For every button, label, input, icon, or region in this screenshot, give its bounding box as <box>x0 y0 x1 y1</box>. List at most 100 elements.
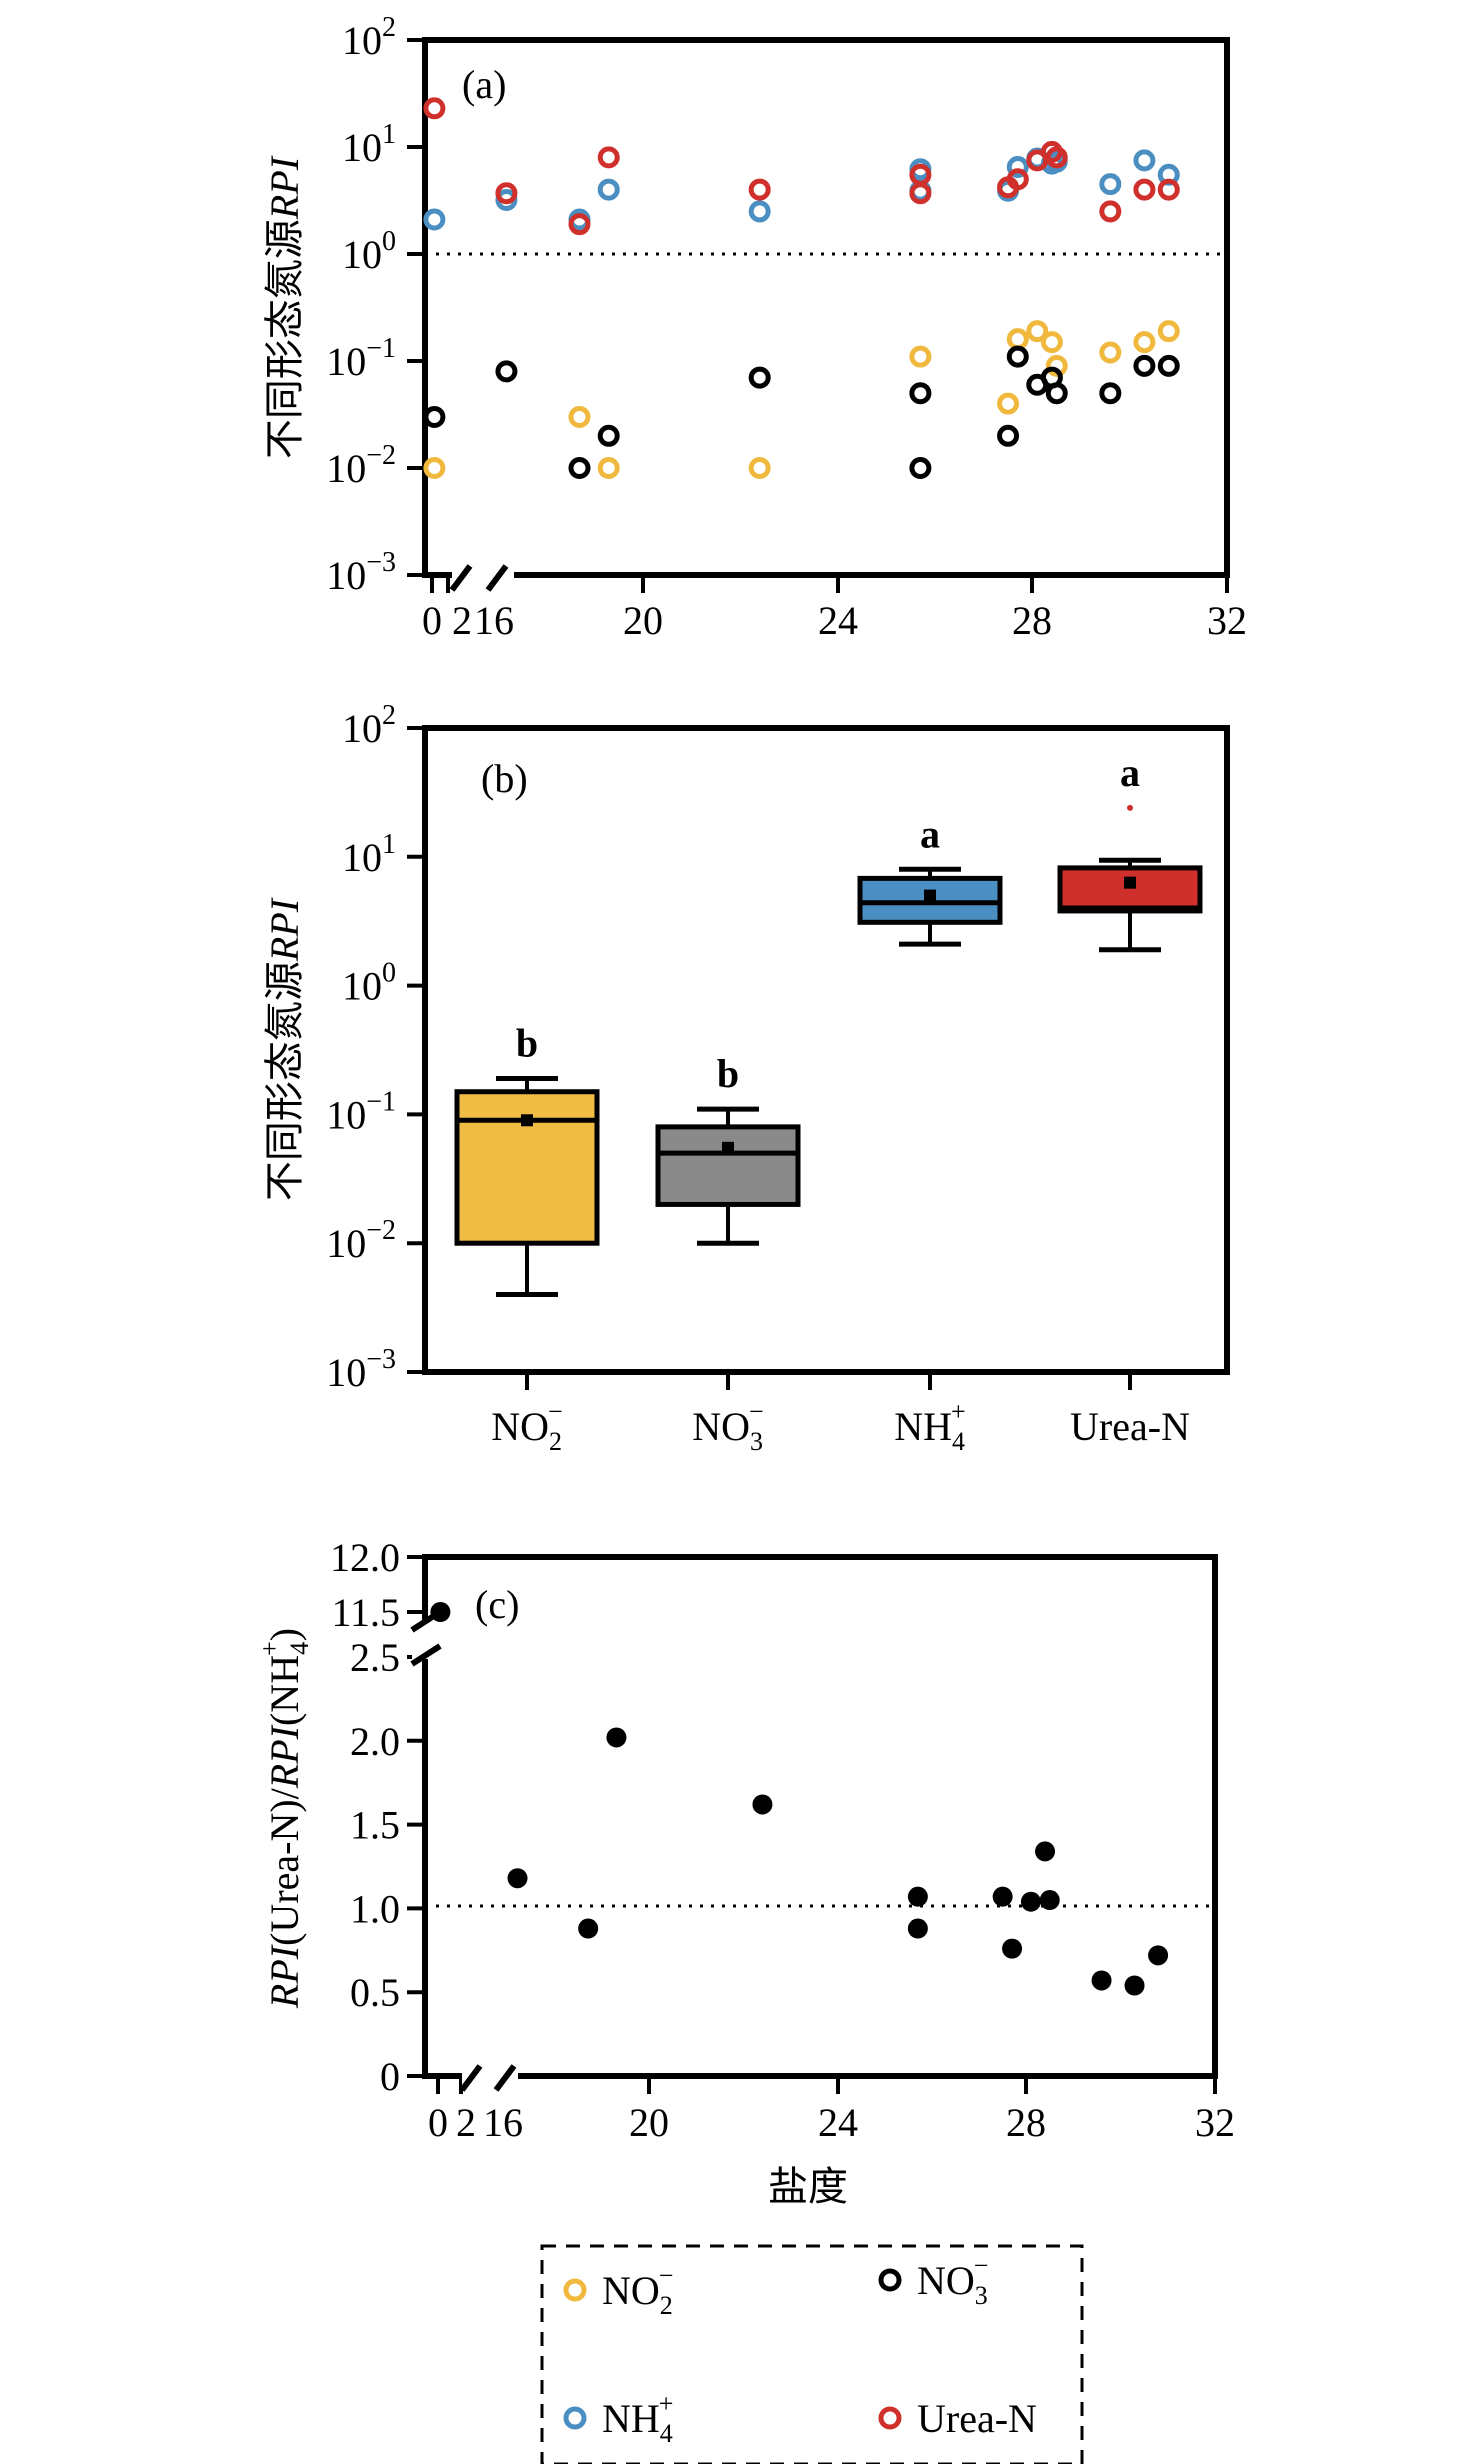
panel-b-x-tick-label: Urea-N <box>1070 1404 1190 1449</box>
panel-c-point <box>507 1868 528 1889</box>
panel-c-y-axis: 0 0.5 1.0 1.5 2.0 2.511.5 12.0 <box>330 1535 425 2099</box>
legend-frame <box>540 2244 1084 2464</box>
legend-label: NO2− <box>602 2261 673 2320</box>
box-significance-letter: a <box>920 811 940 856</box>
panel-a-y-axis: 10−3 10−2 10−1 100 101 102 <box>326 12 425 598</box>
panel-a-point <box>909 457 932 479</box>
panel-c-point <box>578 1918 599 1939</box>
panel-b-y-tick-label: 100 <box>342 958 396 1009</box>
panel-a-point <box>423 457 446 479</box>
panel-b-y-tick-label: 10−2 <box>326 1215 396 1266</box>
panel-b-box-0: b <box>454 1020 600 1297</box>
panel-b-y-axis: 10−3 10−2 10−1 100 101 102 <box>326 700 425 1395</box>
panel-a-point <box>597 146 620 169</box>
panel-a-point <box>1026 320 1049 343</box>
panel-c-point <box>1091 1970 1112 1991</box>
panel-a-point <box>597 457 620 479</box>
panel-a-point <box>1133 331 1156 354</box>
panel-c-point <box>1148 1945 1169 1966</box>
box-mean-marker <box>924 889 936 902</box>
panel-c-x-axis-break <box>459 2064 518 2092</box>
panel-c-x-tick-label: 16 <box>483 2100 523 2145</box>
panel-c-x-tick-label: 24 <box>818 2100 858 2145</box>
box-body <box>1057 865 1203 914</box>
panel-a-y-axis-title: 不同形态氮源RPI <box>262 155 307 459</box>
panel-c-point <box>907 1886 928 1907</box>
panel-a-point <box>597 424 620 447</box>
panel-c-points <box>430 1602 1169 1996</box>
panel-c-y-tick-label: 1.5 <box>350 1803 400 1848</box>
panel-a-x-axis: 0 2 16 20 24 28 32 <box>422 575 1247 643</box>
panel-c-point <box>1035 1841 1056 1862</box>
panel-a-y-tick-label: 102 <box>342 12 396 63</box>
box-body <box>655 1124 801 1207</box>
panel-b-x-tick-label: NO3− <box>692 1397 763 1456</box>
panel-a-point <box>997 424 1020 447</box>
panel-b-frame <box>422 725 1230 1375</box>
panel-b: (b) 10−3 10−2 10−1 100 101 102 NO2− NO3− NH4+ Ur… <box>262 700 1230 1456</box>
panel-c-y-tick-label: 11.5 <box>331 1590 400 1635</box>
panel-a-x-tick-label: 32 <box>1207 598 1247 643</box>
panel-a-point <box>1006 328 1029 351</box>
panel-b-x-tick-label: NH4+ <box>894 1397 965 1456</box>
panel-a-point <box>568 405 591 428</box>
box-mean-marker <box>722 1141 734 1154</box>
panel-a-point <box>1045 146 1068 169</box>
panel-b-y-tick-label: 102 <box>342 700 396 751</box>
legend-item-3: Urea-N <box>878 2396 1037 2441</box>
panel-a-point <box>423 97 446 120</box>
panel-b-box-3: a <box>1057 750 1203 953</box>
panel-a-x-tick-label: 2 <box>452 598 472 643</box>
panel-a-x-tick-label: 20 <box>623 598 663 643</box>
panel-a-point <box>1045 354 1068 377</box>
panel-c-x-tick-label: 20 <box>629 2100 669 2145</box>
panel-c-x-tick-label: 28 <box>1006 2100 1046 2145</box>
panel-a-axis-break <box>449 564 514 592</box>
legend: NO2− NO3− NH4+ Urea-N <box>540 2244 1084 2464</box>
panel-c-point <box>1124 1975 1145 1996</box>
panel-c-y-axis-title: RPI(Urea-N)/RPI(NH4+) <box>255 1628 314 2009</box>
panel-a-point <box>1099 200 1122 223</box>
legend-marker <box>563 2278 587 2302</box>
box-significance-letter: b <box>717 1051 739 1096</box>
box-significance-letter: a <box>1120 750 1140 795</box>
legend-marker <box>878 2406 902 2430</box>
panel-b-y-tick-label: 10−3 <box>326 1344 396 1395</box>
panel-a-point <box>748 178 771 201</box>
legend-label: NO3− <box>917 2251 988 2310</box>
panel-a-y-tick-label: 10−2 <box>326 440 396 491</box>
panel-a-x-tick-label: 24 <box>818 598 858 643</box>
panel-a-point <box>1133 354 1156 377</box>
box-mean-marker <box>1124 876 1136 889</box>
panel-a-point <box>1045 382 1068 405</box>
panel-b-box-2: a <box>857 811 1003 947</box>
panel-a-point <box>909 182 932 205</box>
panel-c-x-tick-label: 0 <box>428 2100 448 2145</box>
panel-c-point <box>992 1886 1013 1907</box>
panel-c-frame <box>422 1554 1218 2079</box>
panel-c-y-tick-label: 0.5 <box>350 1970 400 2015</box>
panel-a-point <box>997 392 1020 415</box>
panel-b-label: (b) <box>481 756 528 801</box>
panel-c-x-axis: 0 2 16 20 24 28 32 <box>428 2076 1235 2145</box>
panel-a-point <box>423 405 446 428</box>
panel-c-point <box>430 1602 451 1622</box>
panel-c-y-tick-label: 12.0 <box>330 1535 400 1580</box>
panel-a-point <box>748 366 771 389</box>
panel-b-x-tick-label: NO2− <box>491 1397 562 1456</box>
panel-b-x-axis: NO2− NO3− NH4+ Urea-N <box>491 1372 1190 1456</box>
panel-a-y-tick-label: 10−3 <box>326 547 396 598</box>
box-outlier <box>1127 804 1133 811</box>
panel-c: (c) 00.51.01.52.02.511.512.0 0 2 16 20 24 28 3… <box>255 1535 1235 2209</box>
panel-a-point <box>1099 382 1122 405</box>
panel-a-point <box>1157 178 1180 201</box>
panel-c-y-tick-label: 1.0 <box>350 1886 400 1931</box>
panel-b-y-axis-title: 不同形态氮源RPI <box>262 897 307 1201</box>
panel-a-point <box>1157 320 1180 343</box>
panel-c-point <box>752 1794 773 1815</box>
panel-a-point <box>1133 178 1156 201</box>
panel-a-point <box>568 457 591 479</box>
panel-a-point <box>1006 168 1029 191</box>
legend-item-1: NO3− <box>878 2251 988 2310</box>
